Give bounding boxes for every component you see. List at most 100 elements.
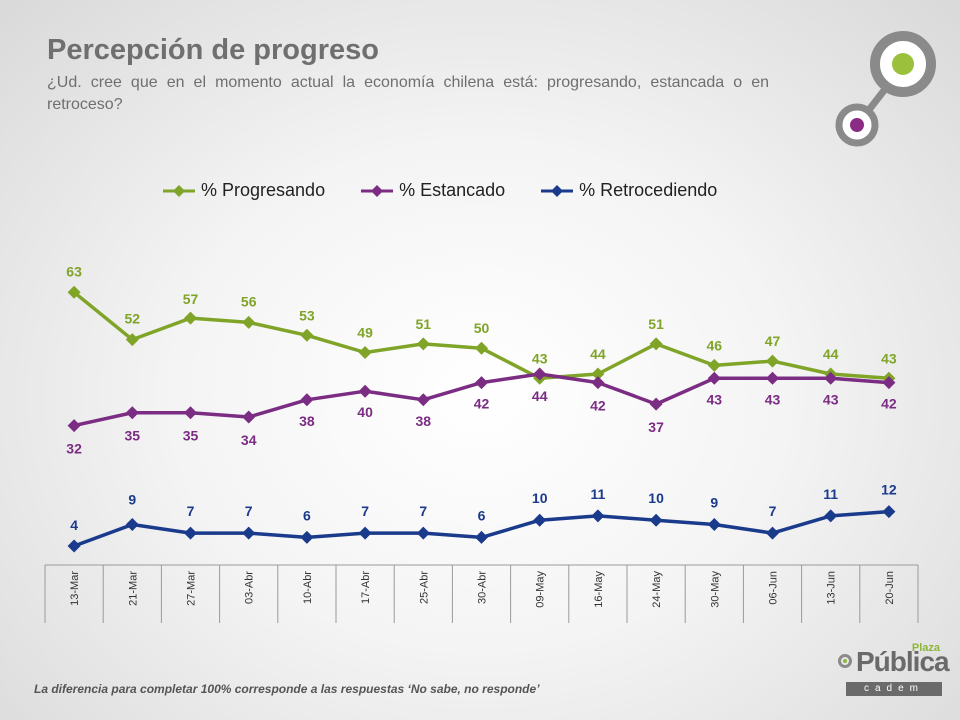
data-label: 47 [765,333,781,349]
data-point-progresando [184,311,197,325]
data-label: 50 [474,320,490,336]
data-label: 7 [187,503,195,519]
data-label: 7 [361,503,369,519]
data-point-estancado [649,397,663,411]
data-point-progresando [125,333,139,347]
data-label: 10 [532,490,548,506]
data-point-estancado [824,371,838,385]
data-label: 37 [648,419,664,435]
data-point-estancado [707,371,721,385]
legend-item: % Estancado [361,180,505,201]
data-point-progresando [766,354,779,368]
data-point-retrocediendo [649,513,663,527]
data-label: 6 [478,507,486,523]
data-point-estancado [475,376,488,390]
data-point-estancado [882,376,896,390]
data-point-retrocediendo [300,530,314,544]
data-label: 7 [419,503,427,519]
data-point-retrocediendo [184,526,197,540]
data-label: 43 [707,391,723,407]
data-point-retrocediendo [67,539,81,553]
data-point-retrocediendo [824,509,838,523]
x-tick-label: 06-Jun [768,571,780,605]
data-label: 53 [299,307,315,323]
legend-swatch-icon [541,184,574,197]
brand-dot-icon [838,654,852,668]
data-label: 52 [125,311,141,327]
data-point-estancado [766,371,779,385]
x-tick-label: 03-Abr [244,571,256,604]
data-label: 57 [183,291,199,307]
x-tick-label: 24-May [651,571,663,608]
x-tick-label: 16-May [593,571,605,608]
data-label: 51 [648,316,664,332]
page-subtitle: ¿Ud. cree que en el momento actual la ec… [47,74,769,113]
data-label: 42 [590,398,606,414]
data-label: 32 [66,441,82,457]
data-label: 9 [128,492,136,508]
data-label: 46 [707,337,723,353]
data-point-estancado [67,419,81,433]
x-tick-label: 30-May [709,571,721,608]
x-tick-label: 17-Abr [360,571,372,604]
data-point-retrocediendo [125,518,139,531]
data-label: 11 [590,486,605,502]
data-point-retrocediendo [533,513,547,527]
data-label: 43 [532,350,548,366]
data-point-progresando [300,328,314,342]
data-label: 43 [823,391,839,407]
data-label: 35 [125,428,141,444]
data-point-estancado [184,406,197,420]
page-title: Percepción de progreso [47,34,379,66]
x-tick-label: 20-Jun [884,571,896,605]
data-point-retrocediendo [707,518,721,531]
data-label: 63 [66,263,82,279]
data-label: 38 [299,413,315,429]
data-point-estancado [125,406,139,420]
data-point-estancado [300,393,314,407]
legend-item: % Retrocediendo [541,180,717,201]
data-point-estancado [358,384,372,398]
data-label: 43 [765,391,781,407]
circles-logo-icon [835,31,936,147]
x-tick-label: 27-Mar [186,571,198,606]
brand-name-text: Pública [856,646,950,677]
data-label: 40 [357,404,373,420]
data-point-retrocediendo [416,526,430,540]
data-point-progresando [707,358,721,372]
x-tick-label: 09-May [535,571,547,608]
data-point-retrocediendo [766,526,779,540]
data-point-estancado [242,410,256,424]
x-tick-label: 10-Abr [302,571,314,604]
data-label: 10 [648,490,664,506]
x-tick-label: 13-Mar [69,571,81,606]
data-label: 49 [357,325,373,341]
brand-sub-text: cadem [846,682,942,696]
x-tick-label: 25-Abr [418,571,430,604]
data-label: 42 [474,396,490,412]
data-label: 56 [241,293,257,309]
data-label: 6 [303,507,311,523]
legend-swatch-icon [163,184,195,197]
data-label: 43 [881,350,897,366]
x-tick-label: 21-Mar [127,571,139,606]
data-label: 35 [183,428,199,444]
data-label: 51 [416,316,432,332]
data-point-estancado [591,376,605,390]
data-label: 12 [881,482,897,498]
data-label: 44 [823,346,839,362]
data-point-progresando [358,346,372,359]
plaza-publica-logo: Plaza Pública cadem [838,640,950,700]
data-point-progresando [416,337,430,351]
data-point-progresando [649,337,663,351]
data-point-progresando [591,367,605,381]
data-label: 44 [532,388,548,404]
data-point-progresando [242,315,256,329]
data-label: 42 [881,396,897,412]
data-point-retrocediendo [591,509,605,523]
data-point-retrocediendo [882,505,896,519]
brand-plaza-text: Plaza [911,642,940,654]
data-label: 44 [590,346,606,362]
footnote: La diferencia para completar 100% corres… [34,682,540,696]
